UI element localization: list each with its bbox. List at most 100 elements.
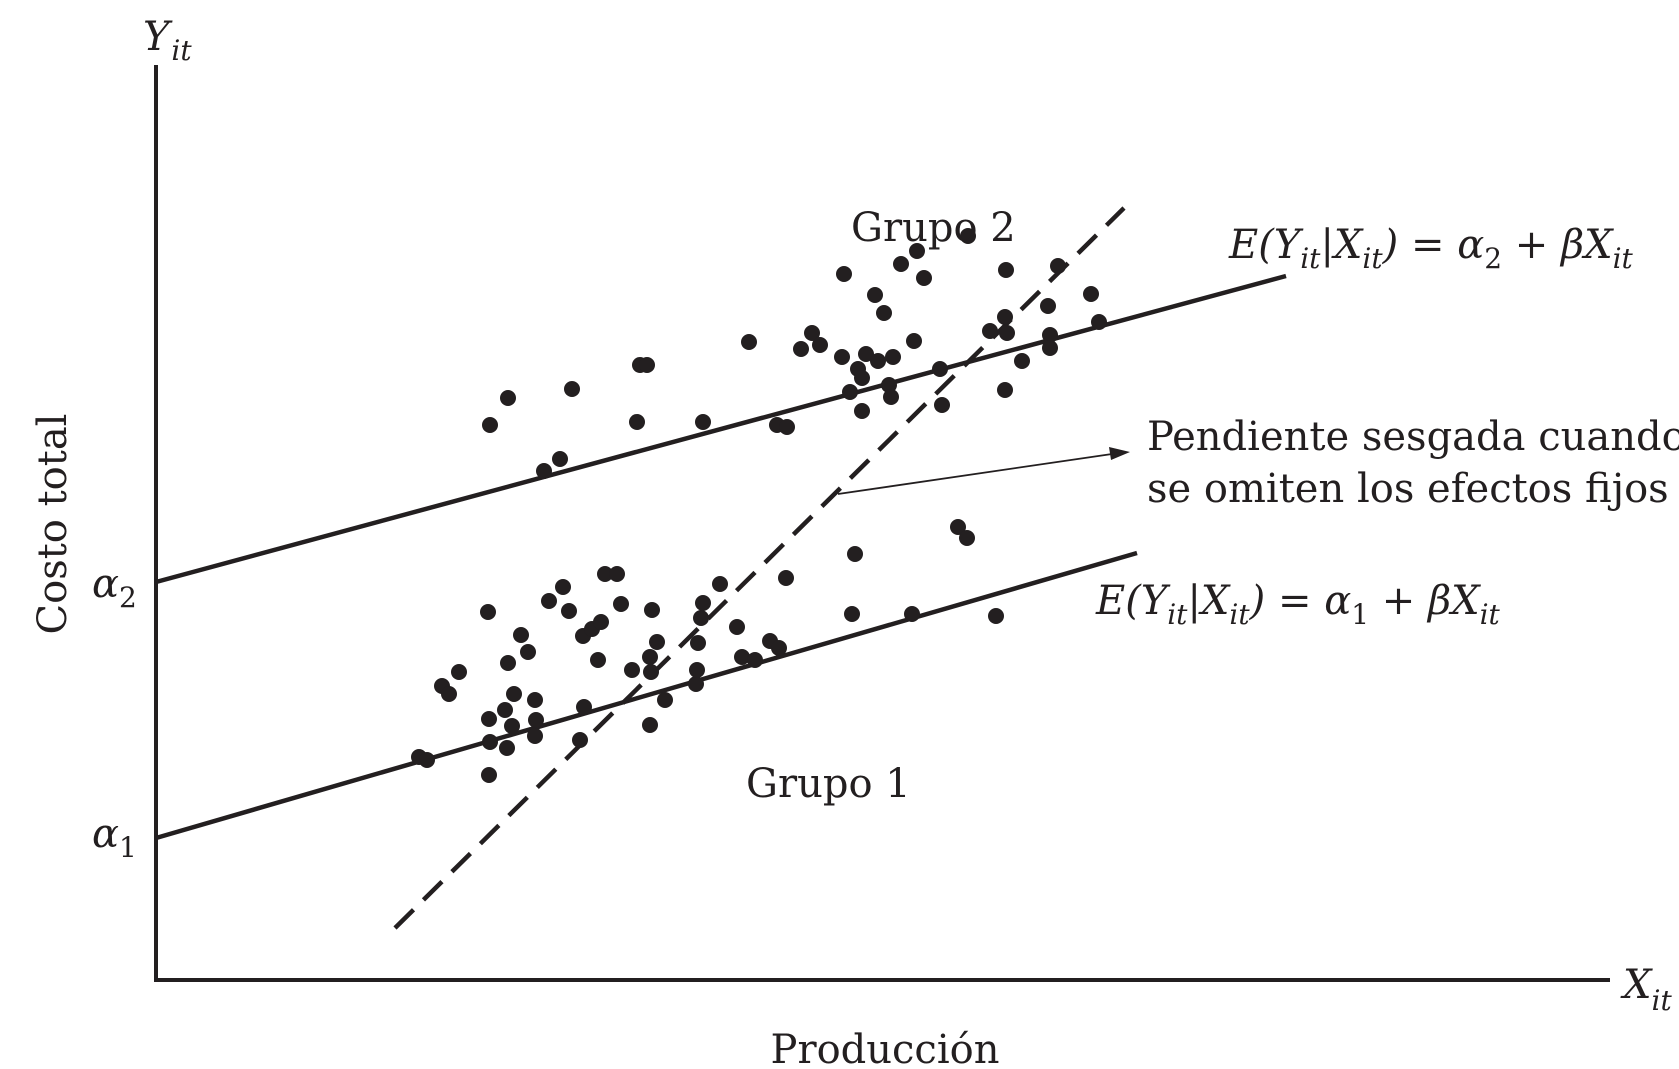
alpha1-label: α1 bbox=[92, 811, 137, 864]
group2-data-point bbox=[812, 337, 828, 353]
group1-equation: E(Yit|Xit) = α1 + βXit bbox=[1095, 578, 1501, 631]
group1-data-point bbox=[734, 649, 750, 665]
group1-data-point bbox=[847, 546, 863, 562]
group2-points bbox=[482, 228, 1107, 479]
group2-data-point bbox=[960, 228, 976, 244]
group1-data-point bbox=[609, 566, 625, 582]
group1-data-point bbox=[520, 644, 536, 660]
group2-data-point bbox=[1042, 340, 1058, 356]
group2-data-point bbox=[842, 384, 858, 400]
group2-data-point bbox=[639, 357, 655, 373]
group2-data-point bbox=[881, 377, 897, 393]
group2-data-point bbox=[536, 463, 552, 479]
group1-data-point bbox=[988, 608, 1004, 624]
annotation-line-1: Pendiente sesgada cuando bbox=[1147, 414, 1679, 460]
group2-label: Grupo 2 bbox=[851, 205, 1016, 251]
x-axis-label: Xit bbox=[1620, 962, 1672, 1017]
group1-data-point bbox=[576, 699, 592, 715]
group2-data-point bbox=[997, 309, 1013, 325]
group1-data-point bbox=[527, 692, 543, 708]
group1-data-point bbox=[771, 640, 787, 656]
group1-data-point bbox=[729, 619, 745, 635]
group2-data-point bbox=[870, 353, 886, 369]
group1-data-point bbox=[904, 606, 920, 622]
group1-data-point bbox=[499, 740, 515, 756]
group1-data-point bbox=[419, 752, 435, 768]
group2-data-point bbox=[906, 333, 922, 349]
group1-data-point bbox=[950, 519, 966, 535]
group2-data-point bbox=[997, 382, 1013, 398]
group1-data-point bbox=[561, 603, 577, 619]
group1-data-point bbox=[513, 627, 529, 643]
group2-data-point bbox=[1083, 286, 1099, 302]
group1-data-point bbox=[527, 728, 543, 744]
group1-data-point bbox=[500, 655, 516, 671]
y-axis-label: Yit bbox=[143, 14, 192, 67]
annotation-arrowhead bbox=[1109, 447, 1130, 460]
group2-data-point bbox=[982, 323, 998, 339]
y-axis-title: Costo total bbox=[30, 414, 76, 635]
group2-data-point bbox=[1050, 258, 1066, 274]
group1-data-point bbox=[528, 712, 544, 728]
group2-data-point bbox=[779, 419, 795, 435]
annotation-line-2: se omiten los efectos fijos bbox=[1147, 466, 1669, 512]
group2-data-point bbox=[893, 256, 909, 272]
group1-data-point bbox=[497, 702, 513, 718]
group1-points bbox=[411, 519, 1004, 783]
group1-data-point bbox=[482, 734, 498, 750]
group2-data-point bbox=[932, 361, 948, 377]
group1-data-point bbox=[593, 614, 609, 630]
group2-data-point bbox=[876, 305, 892, 321]
group1-data-point bbox=[590, 652, 606, 668]
group1-data-point bbox=[597, 566, 613, 582]
group2-data-point bbox=[629, 414, 645, 430]
group2-data-point bbox=[1091, 314, 1107, 330]
x-axis-title: Producción bbox=[771, 1027, 1000, 1069]
group1-data-point bbox=[693, 610, 709, 626]
group2-data-point bbox=[793, 341, 809, 357]
group1-data-point bbox=[572, 732, 588, 748]
group1-data-point bbox=[688, 676, 704, 692]
group1-data-point bbox=[778, 570, 794, 586]
group1-data-point bbox=[451, 664, 467, 680]
group2-data-point bbox=[909, 243, 925, 259]
group1-data-point bbox=[747, 652, 763, 668]
group1-data-point bbox=[642, 649, 658, 665]
group1-data-point bbox=[644, 602, 660, 618]
group2-data-point bbox=[1040, 298, 1056, 314]
group2-data-point bbox=[695, 414, 711, 430]
group1-data-point bbox=[541, 593, 557, 609]
group2-data-point bbox=[482, 417, 498, 433]
group1-data-point bbox=[555, 579, 571, 595]
group1-data-point bbox=[643, 664, 659, 680]
group2-data-point bbox=[934, 397, 950, 413]
group1-data-point bbox=[481, 711, 497, 727]
group2-data-point bbox=[564, 381, 580, 397]
group1-data-point bbox=[504, 718, 520, 734]
group2-data-point bbox=[916, 270, 932, 286]
annotation-pointer bbox=[837, 453, 1113, 495]
group2-data-point bbox=[1014, 353, 1030, 369]
group1-data-point bbox=[712, 576, 728, 592]
group1-data-point bbox=[690, 635, 706, 651]
group1-data-point bbox=[613, 596, 629, 612]
group1-data-point bbox=[506, 686, 522, 702]
group1-data-point bbox=[695, 595, 711, 611]
group1-data-point bbox=[657, 692, 673, 708]
group2-data-point bbox=[834, 349, 850, 365]
alpha2-label: α2 bbox=[92, 561, 137, 614]
group1-data-point bbox=[480, 604, 496, 620]
group1-data-point bbox=[649, 634, 665, 650]
group2-data-point bbox=[999, 325, 1015, 341]
group2-data-point bbox=[836, 266, 852, 282]
group1-data-point bbox=[959, 530, 975, 546]
group1-regression-line bbox=[155, 550, 1138, 841]
group1-data-point bbox=[689, 662, 705, 678]
group2-data-point bbox=[500, 390, 516, 406]
group2-data-point bbox=[552, 451, 568, 467]
group2-data-point bbox=[858, 346, 874, 362]
group2-data-point bbox=[885, 349, 901, 365]
group1-data-point bbox=[624, 662, 640, 678]
group2-data-point bbox=[854, 403, 870, 419]
